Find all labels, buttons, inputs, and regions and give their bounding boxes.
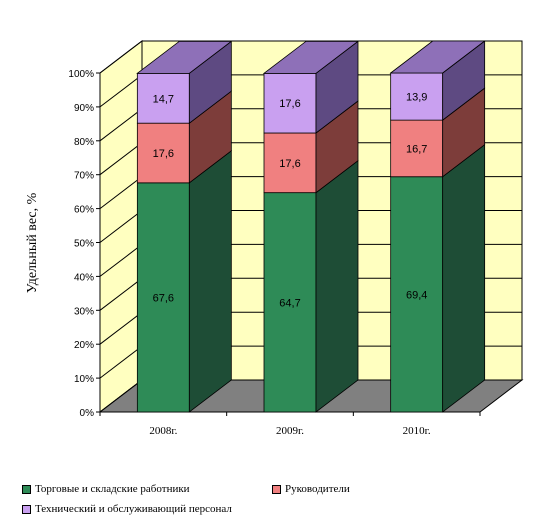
bar-segment: 14,7	[136, 40, 233, 124]
bar-segment: 17,6	[262, 40, 360, 134]
data-label: 17,6	[279, 98, 300, 110]
bar-segment: 17,6	[136, 90, 232, 184]
bar-top	[389, 40, 486, 74]
data-label: 67,6	[153, 292, 174, 304]
bar-front	[136, 122, 190, 184]
wall-gridline	[99, 40, 143, 74]
data-label: 13,9	[406, 92, 427, 104]
bar-top	[262, 40, 360, 74]
y-tick-label: 70%	[74, 171, 94, 182]
x-category-label: 2009г.	[276, 425, 304, 437]
wall-gridline	[99, 142, 143, 176]
bar-segment: 64,7	[263, 159, 359, 413]
wall-gridline	[99, 108, 143, 142]
bar-front	[136, 182, 190, 413]
wall-gridline	[99, 345, 143, 379]
legend-label: Руководители	[285, 483, 350, 495]
y-tick-label: 90%	[74, 103, 94, 114]
wall-gridline	[99, 379, 143, 413]
legend-label: Технический и обслуживающий персонал	[35, 503, 232, 515]
legend-label: Торговые и складские работники	[35, 483, 190, 495]
bar-side	[315, 159, 359, 413]
y-tick-label: 60%	[74, 205, 94, 216]
bar-side	[442, 143, 486, 413]
y-tick-label: 30%	[74, 306, 94, 317]
bar-segment: 69,4	[390, 143, 486, 413]
bar-side	[188, 150, 232, 413]
wall-gridline	[99, 244, 143, 277]
y-tick-label: 0%	[80, 408, 95, 419]
bar-front	[136, 72, 190, 124]
data-label: 14,7	[153, 93, 174, 105]
bar-segment: 17,6	[263, 100, 359, 194]
bar-segment: 67,6	[136, 150, 232, 413]
bar-front	[263, 132, 317, 194]
legend-swatch	[272, 484, 281, 494]
legend-item-sales-staff: Торговые и складские работники	[22, 483, 190, 495]
y-tick-label: 40%	[74, 272, 94, 283]
y-tick-label: 20%	[74, 340, 94, 351]
category-labels: 2008г. 2009г. 2010г.	[149, 425, 431, 437]
y-tick-label: 10%	[74, 374, 94, 385]
legend-item-managers: Руководители	[272, 483, 350, 495]
legend-swatch	[22, 484, 31, 494]
x-category-label: 2010г.	[403, 425, 431, 437]
y-tick-label: 80%	[74, 137, 94, 148]
bar-top	[136, 40, 233, 74]
wall-gridline	[99, 74, 143, 108]
wall-gridline	[99, 277, 143, 311]
y-tick-label: 50%	[74, 239, 94, 250]
data-label: 16,7	[406, 143, 427, 155]
data-label: 17,6	[279, 158, 300, 170]
wall-gridline	[99, 311, 143, 345]
x-category-label: 2008г.	[149, 425, 177, 437]
data-label: 64,7	[279, 297, 300, 309]
bar-front	[263, 72, 317, 134]
bar-segment: 13,9	[389, 40, 486, 121]
legend-item-technical-staff: Технический и обслуживающий персонал	[22, 503, 232, 515]
data-label: 17,6	[153, 148, 174, 160]
wall-gridline	[99, 176, 143, 209]
legend-swatch	[22, 504, 31, 514]
bar-front	[390, 72, 444, 121]
wall-gridline	[99, 210, 143, 243]
y-tick-label: 100%	[68, 69, 94, 80]
bar-segment: 16,7	[390, 87, 486, 178]
bars: 67,6 17,6 14,7 64,7 17,6 17,6 69,4 16,7 13,9	[136, 40, 486, 413]
bar-front	[390, 176, 444, 413]
y-axis-title: Удельный вес, %	[25, 192, 40, 293]
data-label: 69,4	[406, 289, 427, 301]
